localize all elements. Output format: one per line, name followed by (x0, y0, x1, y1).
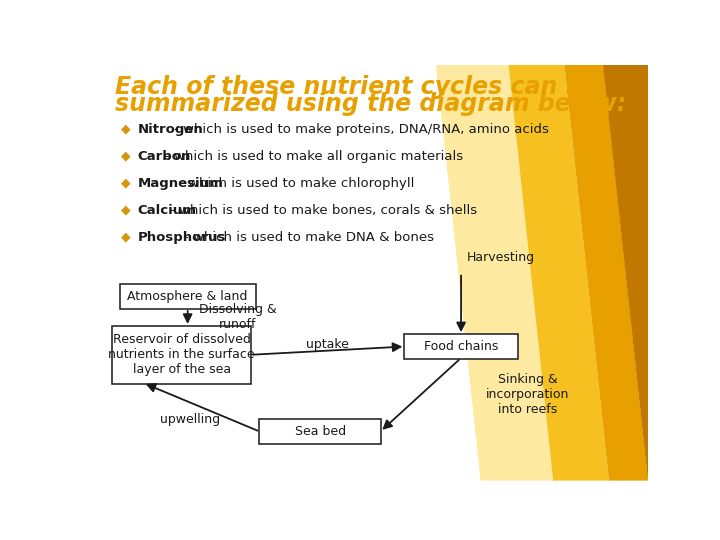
Text: ◆: ◆ (122, 150, 131, 163)
FancyBboxPatch shape (259, 420, 382, 444)
Polygon shape (508, 65, 609, 481)
Text: Calcium: Calcium (138, 204, 197, 217)
Text: summarized using the diagram below:: summarized using the diagram below: (115, 92, 626, 116)
Text: Nitrogen: Nitrogen (138, 123, 203, 136)
Text: ◆: ◆ (122, 177, 131, 190)
Text: Sea bed: Sea bed (294, 425, 346, 438)
Text: ◆: ◆ (122, 123, 131, 136)
FancyBboxPatch shape (112, 326, 251, 384)
Text: upwelling: upwelling (161, 413, 220, 426)
Text: - which is used to make DNA & bones: - which is used to make DNA & bones (184, 231, 433, 244)
Text: - which is used to make all organic materials: - which is used to make all organic mate… (165, 150, 464, 163)
Text: ◆: ◆ (122, 231, 131, 244)
Polygon shape (564, 65, 648, 481)
Text: - which is used to make bones, corals & shells: - which is used to make bones, corals & … (170, 204, 477, 217)
Text: Atmosphere & land: Atmosphere & land (127, 290, 248, 303)
Text: Phosphorus: Phosphorus (138, 231, 226, 244)
Text: Reservoir of dissolved
nutrients in the surface
layer of the sea: Reservoir of dissolved nutrients in the … (109, 333, 255, 376)
Text: uptake: uptake (306, 338, 349, 351)
FancyBboxPatch shape (404, 334, 518, 359)
Text: Harvesting: Harvesting (467, 252, 535, 265)
FancyBboxPatch shape (120, 285, 256, 309)
Polygon shape (436, 65, 553, 481)
Text: ◆: ◆ (122, 204, 131, 217)
Text: Magnesium: Magnesium (138, 177, 223, 190)
Text: - which is used to make chlorophyll: - which is used to make chlorophyll (179, 177, 415, 190)
Text: - which is used to make proteins, DNA/RNA, amino acids: - which is used to make proteins, DNA/RN… (174, 123, 549, 136)
Text: Sinking &
incorporation
into reefs: Sinking & incorporation into reefs (486, 373, 570, 416)
Text: Carbon: Carbon (138, 150, 191, 163)
Polygon shape (603, 65, 648, 481)
Text: Each of these nutrient cycles can be: Each of these nutrient cycles can be (115, 75, 598, 99)
Text: Food chains: Food chains (424, 340, 498, 353)
Text: Dissolving &
runoff: Dissolving & runoff (199, 303, 276, 332)
